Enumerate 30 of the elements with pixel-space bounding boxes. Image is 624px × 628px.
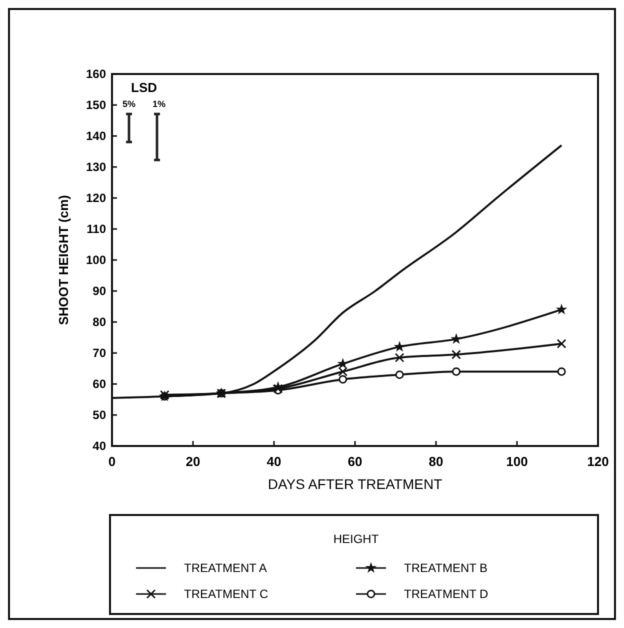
y-tick-label: 120 (86, 191, 106, 206)
legend-label: TREATMENT C (184, 587, 269, 602)
y-tick-label: 160 (86, 67, 106, 82)
y-tick-label: 130 (86, 160, 106, 174)
y-axis-title: SHOOT HEIGHT (cm) (56, 194, 71, 326)
annotation: 1% (152, 99, 166, 109)
y-tick-label: 150 (86, 98, 106, 112)
x-tick-label: 100 (506, 454, 528, 469)
x-tick-label: 0 (108, 454, 116, 469)
x-tick-label: 80 (428, 454, 444, 469)
x-tick-label: 120 (587, 454, 609, 469)
y-tick-label: 70 (92, 346, 106, 360)
legend-label: TREATMENT A (184, 561, 267, 576)
legend-title: HEIGHT (333, 532, 380, 546)
y-tick-label: 90 (92, 284, 106, 298)
y-tick-label: 40 (92, 439, 106, 454)
y-tick-label: 50 (92, 408, 106, 422)
y-tick-label: 80 (92, 315, 106, 330)
x-axis-title: DAYS AFTER TREATMENT (268, 476, 443, 492)
y-tick-label: 140 (86, 129, 106, 144)
x-tick-label: 20 (186, 454, 200, 469)
y-tick-label: 100 (86, 253, 106, 268)
x-tick-label: 60 (348, 454, 362, 469)
legend-label: TREATMENT D (404, 587, 489, 602)
annotation: LSD (131, 80, 157, 95)
legend-label: TREATMENT B (404, 561, 488, 576)
y-tick-label: 60 (92, 377, 106, 392)
x-tick-label: 40 (266, 454, 282, 469)
y-tick-label: 110 (86, 222, 106, 236)
annotation: 5% (122, 99, 136, 109)
